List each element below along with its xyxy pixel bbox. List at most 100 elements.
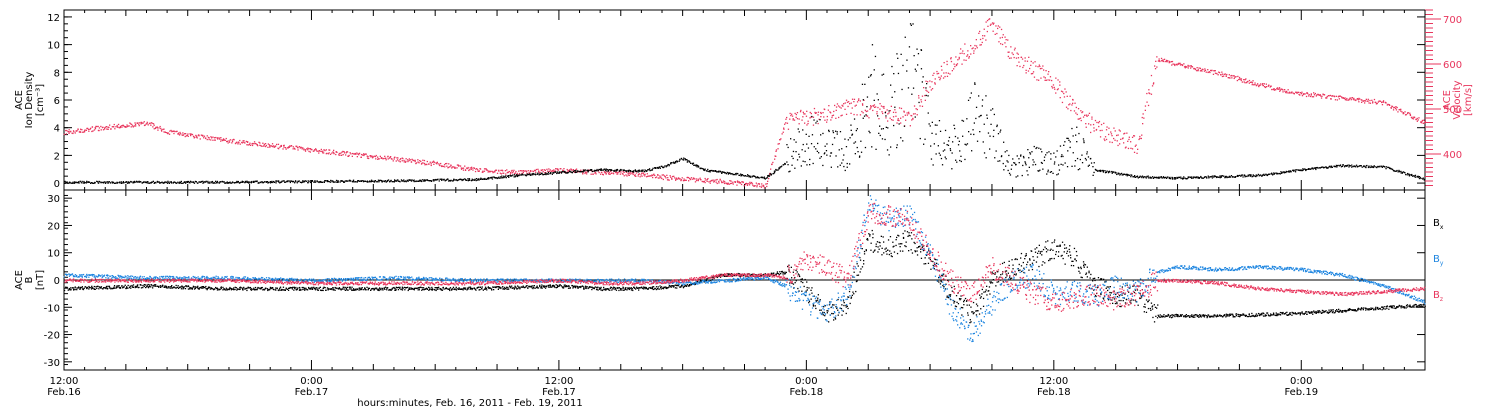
bx-series-point — [425, 287, 428, 289]
density-series-point — [1354, 165, 1356, 167]
velocity-series-point — [975, 45, 978, 47]
bx-series-point — [353, 289, 355, 291]
velocity-series-point — [228, 140, 230, 142]
bx-series-point — [271, 287, 273, 290]
velocity-series-point — [339, 154, 341, 156]
bottom-ytick-label: 30 — [47, 194, 60, 205]
density-series-point — [577, 170, 579, 172]
velocity-series-point — [1223, 75, 1225, 77]
velocity-series-point — [663, 175, 666, 177]
bx-series-point — [282, 286, 285, 288]
velocity-series-point — [1200, 69, 1202, 71]
bx-series-point — [351, 286, 353, 288]
density-series-point — [1192, 177, 1194, 179]
velocity-series-point — [814, 112, 817, 114]
velocity-series-point — [670, 176, 672, 178]
bx-series-point — [422, 287, 425, 289]
bx-series-point — [223, 288, 226, 290]
velocity-series-point — [288, 146, 290, 148]
density-series-point — [376, 181, 379, 183]
bx-series-point — [513, 287, 515, 289]
velocity-series-point — [113, 123, 115, 126]
density-series-point — [632, 171, 635, 173]
density-series-point — [366, 181, 369, 183]
velocity-series-point — [1139, 135, 1141, 138]
velocity-series-point — [655, 176, 658, 178]
velocity-series-point — [448, 163, 450, 165]
velocity-series-point — [1311, 96, 1313, 98]
density-series-point — [1063, 144, 1065, 146]
density-series-point — [845, 146, 848, 148]
density-series-point — [815, 148, 817, 150]
density-series-point — [1242, 176, 1244, 178]
density-series-point — [358, 180, 360, 182]
density-series-point — [579, 171, 581, 173]
bx-series-point — [410, 287, 412, 289]
velocity-series-point — [751, 183, 754, 185]
velocity-series-point — [292, 148, 294, 150]
velocity-series-point — [1158, 58, 1160, 60]
velocity-series-point — [154, 127, 157, 130]
density-series-point — [360, 180, 363, 182]
velocity-series-point — [1301, 91, 1303, 93]
density-series-point — [326, 180, 329, 182]
velocity-series-point — [604, 171, 607, 174]
velocity-series-point — [98, 127, 101, 129]
density-series-point — [574, 171, 576, 174]
bx-series-point — [367, 287, 370, 289]
velocity-series-point — [1322, 93, 1324, 96]
bx-series-point — [279, 289, 281, 291]
bx-series-point — [310, 288, 312, 290]
velocity-series-point — [91, 126, 93, 128]
velocity-series-point — [196, 135, 198, 137]
density-series-point — [268, 181, 270, 183]
density-series-point — [1014, 162, 1016, 164]
bx-series-point — [512, 287, 514, 289]
velocity-series-point — [444, 163, 447, 165]
bx-series-point — [394, 289, 396, 291]
velocity-series-point — [264, 145, 267, 148]
density-series-point — [678, 160, 680, 162]
density-series-point — [1299, 169, 1301, 171]
velocity-series-point — [706, 178, 708, 181]
density-series-point — [1271, 173, 1273, 175]
bx-series-point — [81, 286, 83, 289]
density-series-point — [1220, 175, 1222, 177]
velocity-series-point — [854, 105, 856, 107]
density-series-point — [593, 170, 595, 172]
density-series-point — [806, 143, 808, 145]
velocity-series-point — [236, 141, 238, 144]
velocity-series-point — [865, 110, 867, 113]
bx-series-point — [67, 289, 69, 291]
velocity-series-point — [1184, 65, 1186, 68]
velocity-series-point — [866, 115, 869, 117]
velocity-series-point — [1401, 111, 1403, 113]
velocity-series-point — [173, 132, 175, 135]
velocity-series-point — [315, 149, 317, 151]
bx-series-point — [253, 287, 255, 289]
velocity-series-point — [1404, 111, 1406, 113]
density-series-point — [1374, 166, 1376, 168]
density-series-point — [501, 177, 503, 179]
density-series-point — [1050, 171, 1053, 173]
velocity-series-point — [1044, 77, 1046, 79]
density-series-point — [178, 182, 180, 184]
velocity-series-point — [589, 169, 591, 171]
density-series-point — [125, 181, 127, 183]
density-series-point — [350, 180, 352, 182]
velocity-series-point — [1111, 141, 1113, 144]
density-series-point — [1404, 172, 1406, 174]
velocity-series-point — [532, 170, 535, 173]
velocity-series-point — [1221, 73, 1224, 75]
bx-series-point — [311, 288, 314, 290]
velocity-series-point — [483, 170, 486, 172]
velocity-series-point — [1254, 82, 1256, 84]
bx-series-point — [83, 287, 85, 289]
velocity-series-point — [642, 172, 644, 175]
velocity-series-point — [876, 113, 878, 115]
velocity-series-point — [1331, 95, 1333, 97]
bx-series-point — [311, 286, 313, 289]
velocity-series-point — [659, 177, 661, 179]
velocity-series-point — [702, 181, 705, 183]
density-series-point — [1092, 174, 1094, 176]
